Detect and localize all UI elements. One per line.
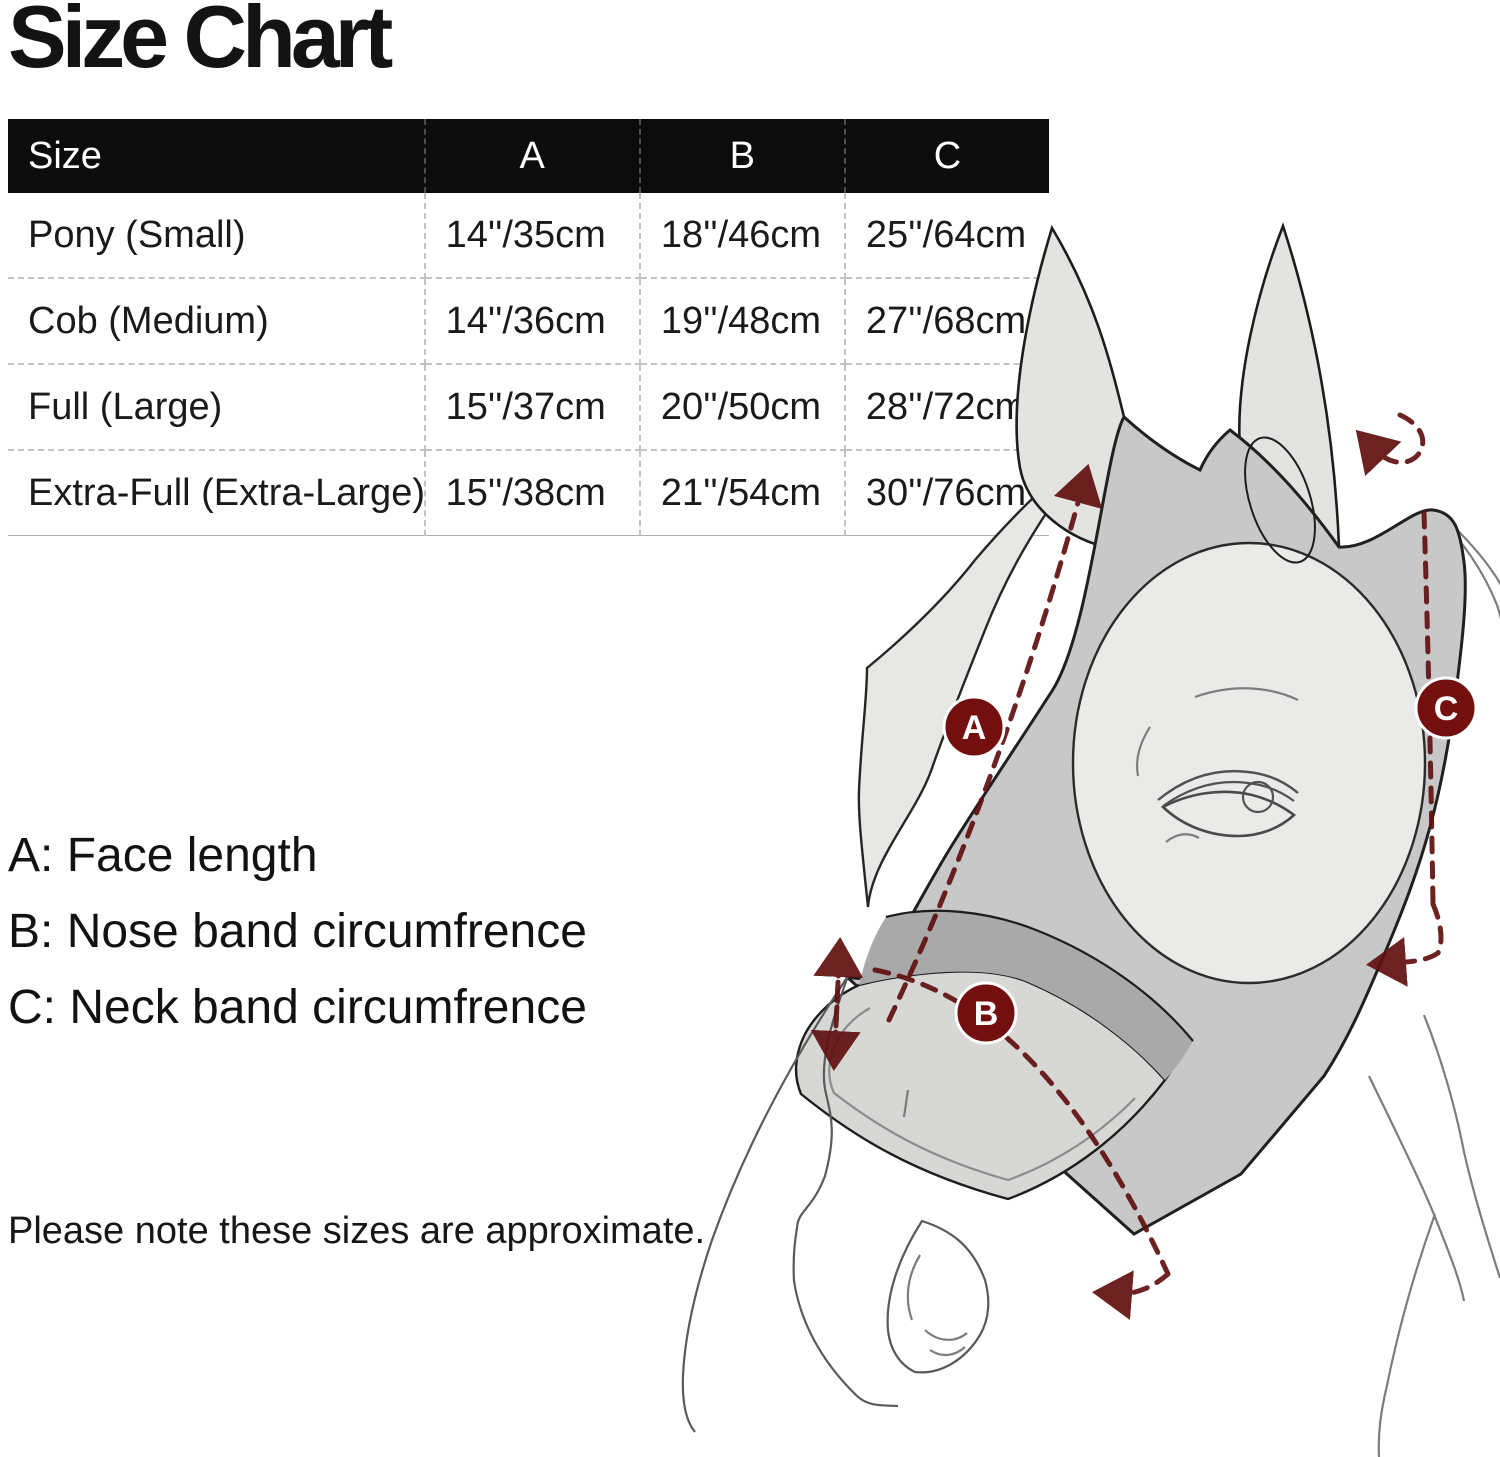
svg-text:C: C [1434,690,1459,728]
svg-text:B: B [974,995,999,1033]
svg-text:A: A [962,709,987,747]
